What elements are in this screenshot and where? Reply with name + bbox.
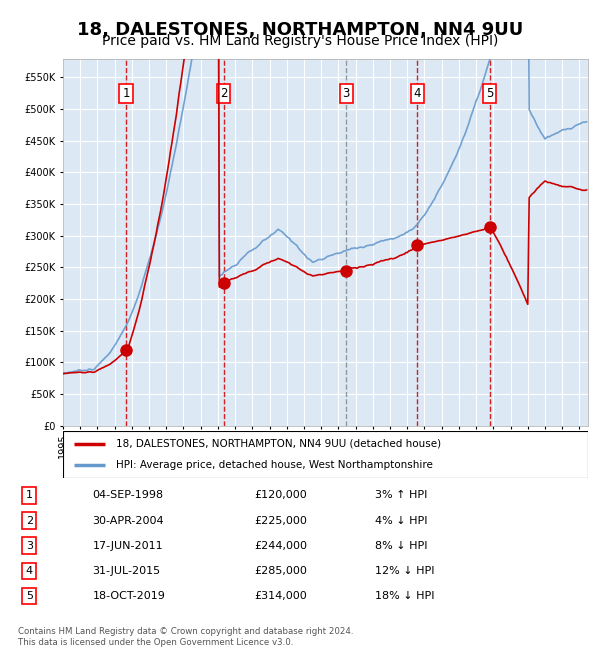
Text: 04-SEP-1998: 04-SEP-1998 [92, 491, 164, 500]
Text: 18, DALESTONES, NORTHAMPTON, NN4 9UU: 18, DALESTONES, NORTHAMPTON, NN4 9UU [77, 21, 523, 39]
Text: 2: 2 [220, 87, 227, 100]
Text: 4% ↓ HPI: 4% ↓ HPI [375, 515, 427, 526]
Text: £120,000: £120,000 [254, 491, 307, 500]
Text: 17-JUN-2011: 17-JUN-2011 [92, 541, 163, 551]
Text: 12% ↓ HPI: 12% ↓ HPI [375, 566, 434, 576]
Text: 8% ↓ HPI: 8% ↓ HPI [375, 541, 427, 551]
Text: 31-JUL-2015: 31-JUL-2015 [92, 566, 161, 576]
Text: 4: 4 [413, 87, 421, 100]
Text: Price paid vs. HM Land Registry's House Price Index (HPI): Price paid vs. HM Land Registry's House … [102, 34, 498, 48]
Text: Contains HM Land Registry data © Crown copyright and database right 2024.
This d: Contains HM Land Registry data © Crown c… [18, 627, 353, 647]
Text: 18% ↓ HPI: 18% ↓ HPI [375, 591, 434, 601]
Text: HPI: Average price, detached house, West Northamptonshire: HPI: Average price, detached house, West… [115, 460, 433, 470]
Text: 18-OCT-2019: 18-OCT-2019 [92, 591, 166, 601]
Text: 5: 5 [486, 87, 493, 100]
Text: 2: 2 [26, 515, 33, 526]
Text: 3: 3 [26, 541, 33, 551]
Text: 1: 1 [26, 491, 33, 500]
Text: £285,000: £285,000 [254, 566, 307, 576]
Text: 4: 4 [26, 566, 33, 576]
Text: £314,000: £314,000 [254, 591, 307, 601]
Text: 5: 5 [26, 591, 33, 601]
FancyBboxPatch shape [63, 431, 588, 478]
Text: £225,000: £225,000 [254, 515, 307, 526]
Text: 3% ↑ HPI: 3% ↑ HPI [375, 491, 427, 500]
Text: 30-APR-2004: 30-APR-2004 [92, 515, 164, 526]
Text: 3: 3 [343, 87, 350, 100]
Text: 18, DALESTONES, NORTHAMPTON, NN4 9UU (detached house): 18, DALESTONES, NORTHAMPTON, NN4 9UU (de… [115, 439, 440, 448]
Text: 1: 1 [122, 87, 130, 100]
Text: £244,000: £244,000 [254, 541, 307, 551]
